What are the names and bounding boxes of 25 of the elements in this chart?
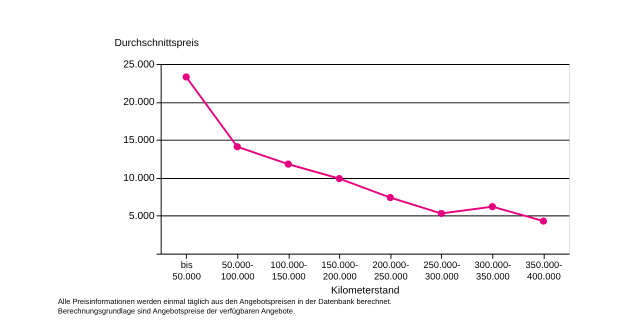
y-tick-label: 15.000: [123, 135, 155, 146]
text: Berechnungsgrundlage sind Angebotspreise der verfügbaren Angebote.: [58, 306, 296, 316]
x-tick-label: bis 50.000: [172, 260, 201, 282]
x-tick-label: 100.000-150.000: [270, 260, 308, 282]
y-tick-label: 20.000: [123, 97, 155, 108]
point: [284, 160, 292, 168]
point: [488, 203, 496, 210]
point: [182, 73, 190, 81]
y-tick-label: 5.000: [128, 211, 155, 222]
x-axis-title: Kilometerstand: [331, 285, 400, 296]
point: [386, 194, 394, 202]
y-axis-title: Durchschnittspreis: [114, 38, 199, 49]
x-tick-label: 300.000-350.000: [474, 260, 512, 282]
text: Alle Preisinformationen werden einmal täglich aus den Angebotspreisen in der Datenbank berechnet.: [58, 297, 392, 306]
point: [540, 217, 548, 225]
x-tick-label: 150.000-200.000: [321, 260, 358, 282]
x-tick-label: 250.000-300.000: [423, 260, 460, 282]
point: [234, 143, 241, 150]
y-tick-label: 10.000: [123, 173, 155, 184]
point: [336, 174, 343, 182]
x-tick-label: 350.000-400.000: [525, 260, 562, 282]
y-tick-label: 25.000: [123, 59, 155, 70]
x-tick-label: 50.000-100.000: [220, 260, 255, 282]
point: [438, 210, 445, 218]
x-tick-label: 200.000-250.000: [372, 260, 410, 282]
